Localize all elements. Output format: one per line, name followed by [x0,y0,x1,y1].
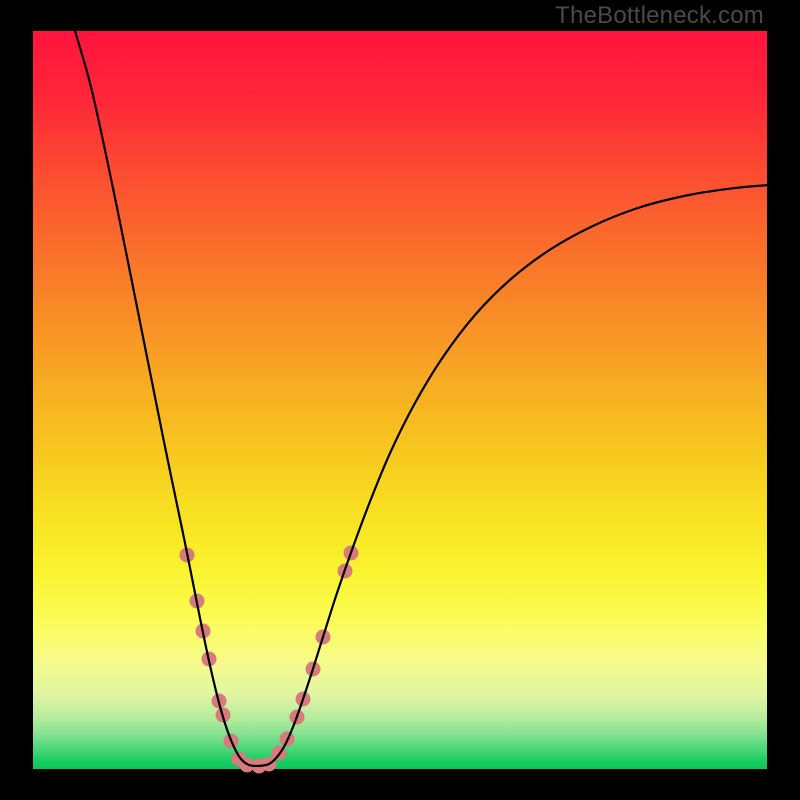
plot-frame [32,30,768,770]
curve-right-branch [259,185,769,766]
watermark-text: TheBottleneck.com [555,2,764,30]
curve-overlay [33,31,769,771]
curve-left-branch [75,31,259,766]
bottleneck-curve-chart: TheBottleneck.com [0,0,800,800]
